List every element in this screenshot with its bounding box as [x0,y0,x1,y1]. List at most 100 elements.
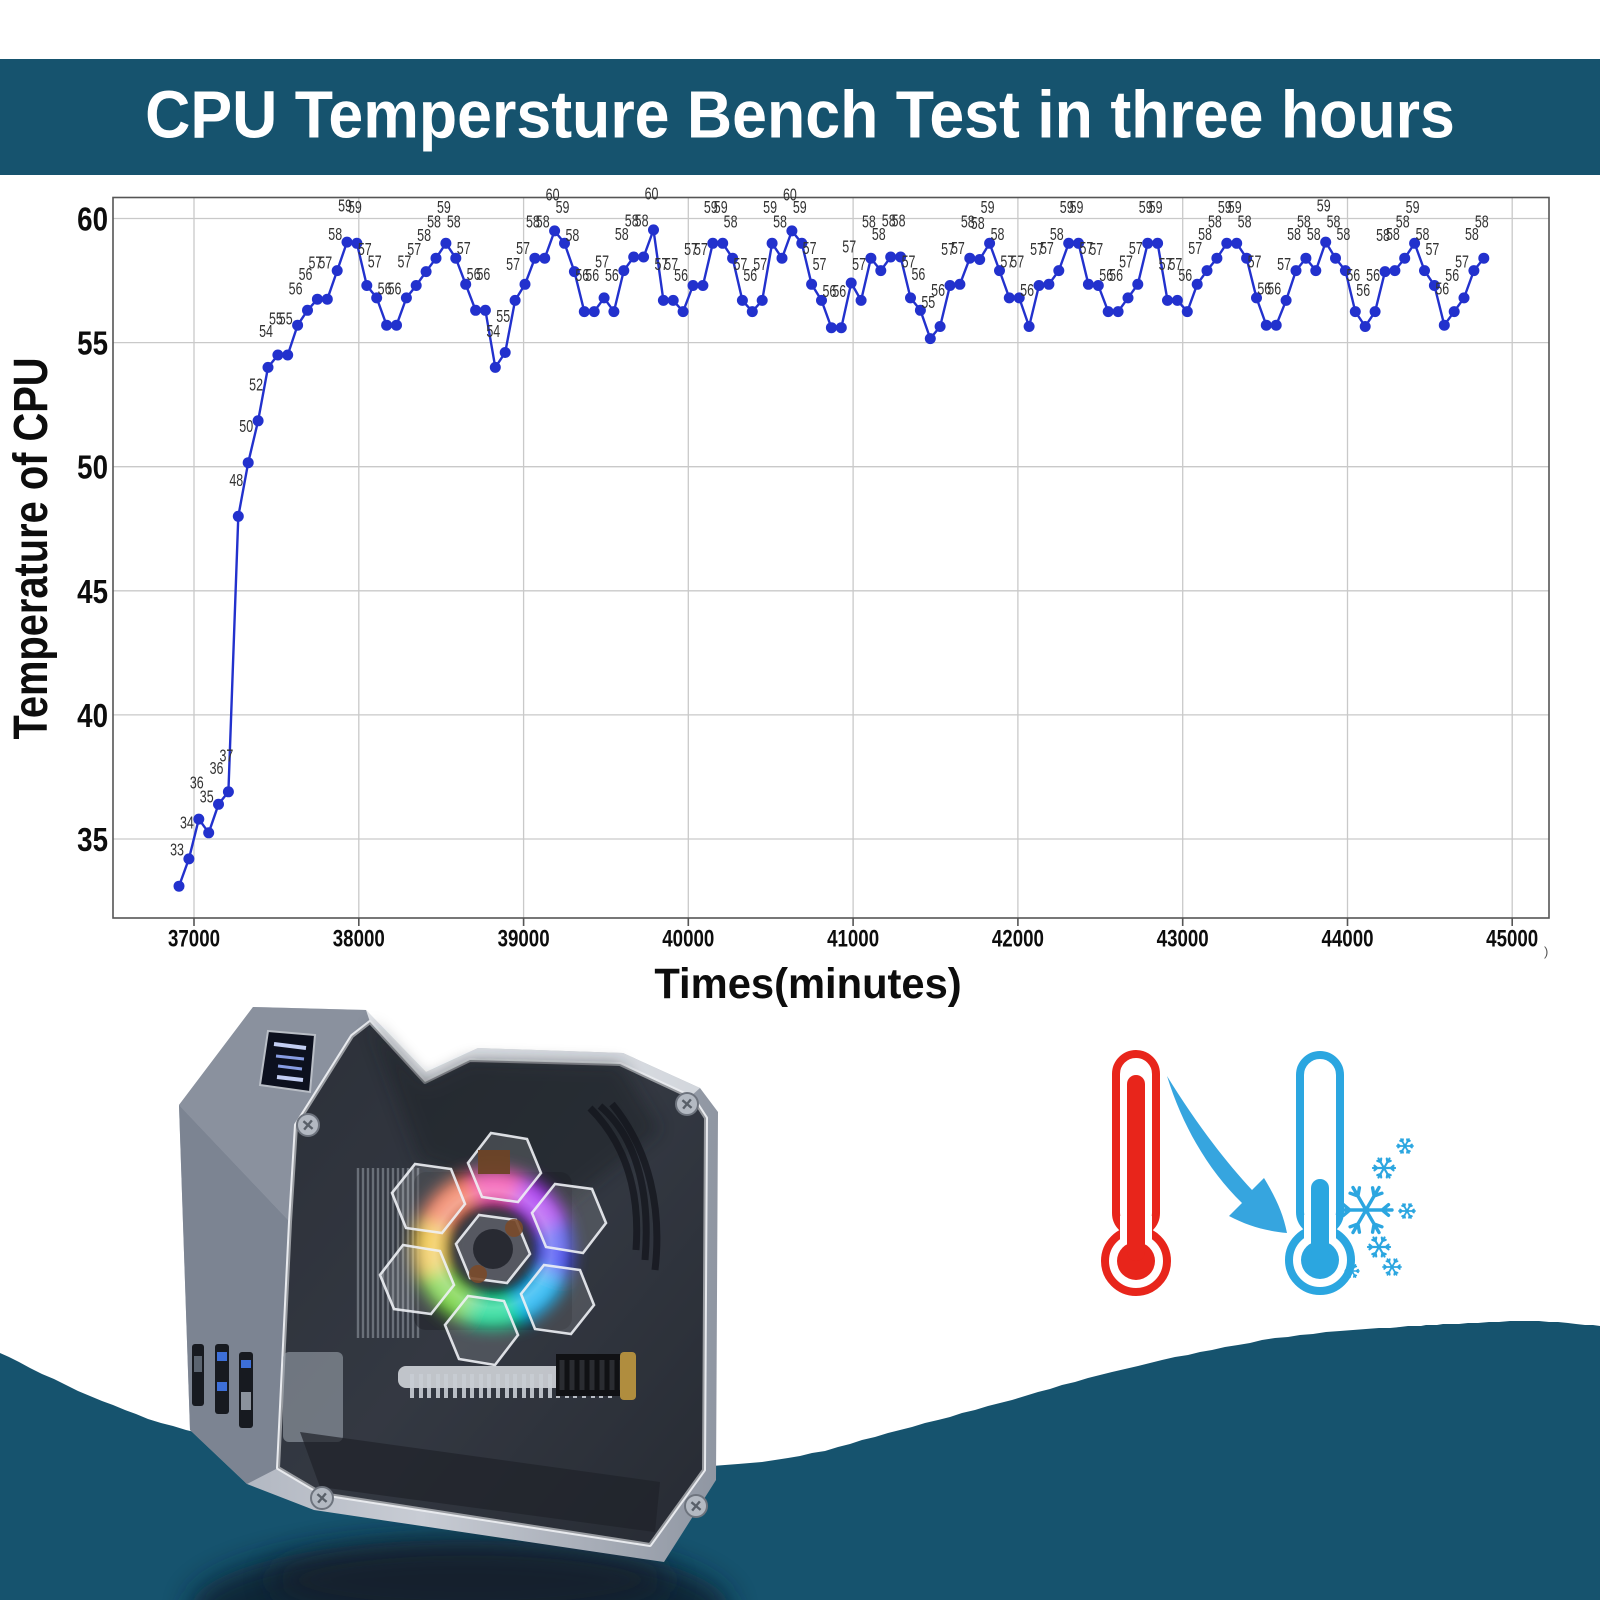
svg-text:58: 58 [971,214,985,234]
svg-text:60: 60 [783,185,797,205]
svg-text:58: 58 [892,212,906,232]
svg-text:54: 54 [259,322,273,342]
svg-text:41000: 41000 [827,925,879,952]
svg-text:56: 56 [911,265,925,285]
svg-text:59: 59 [1406,198,1420,218]
svg-text:59: 59 [1139,198,1153,218]
svg-text:56: 56 [832,282,846,302]
svg-text:56: 56 [1020,281,1034,301]
svg-text:38000: 38000 [333,925,385,952]
svg-text:54: 54 [486,322,500,342]
svg-text:50: 50 [239,417,253,437]
svg-text:57: 57 [318,254,332,274]
svg-text:56: 56 [822,282,836,302]
svg-text:58: 58 [1376,226,1390,246]
svg-text:60: 60 [77,201,108,238]
svg-text:57: 57 [684,240,698,260]
svg-text:55: 55 [496,307,510,327]
svg-text:56: 56 [476,265,490,285]
svg-text:59: 59 [1070,198,1084,218]
svg-text:58: 58 [1307,225,1321,245]
svg-text:45: 45 [77,574,108,611]
svg-text:57: 57 [1188,239,1202,259]
svg-text:58: 58 [1475,213,1489,233]
svg-text:Times(minutes): Times(minutes) [654,959,961,1007]
svg-text:36: 36 [190,774,204,794]
svg-text:59: 59 [793,198,807,218]
svg-text:58: 58 [565,226,579,246]
svg-text:56: 56 [1346,266,1360,286]
svg-text:59: 59 [1317,197,1331,217]
svg-text:56: 56 [585,266,599,286]
svg-text:59: 59 [338,197,352,217]
svg-text:36: 36 [210,759,224,779]
svg-text:57: 57 [902,252,916,272]
svg-text:59: 59 [763,198,777,218]
svg-text:56: 56 [1099,266,1113,286]
svg-text:58: 58 [773,213,787,233]
svg-text:CPU Tempersture Bench Test in: CPU Tempersture Bench Test in three hour… [145,77,1455,152]
svg-text:37: 37 [219,746,233,766]
svg-text:56: 56 [743,266,757,286]
svg-text:57: 57 [1000,252,1014,272]
svg-text:57: 57 [1129,239,1143,259]
svg-text:40000: 40000 [662,925,714,952]
svg-text:57: 57 [506,255,520,275]
svg-text:58: 58 [526,213,540,233]
svg-text:59: 59 [1060,198,1074,218]
svg-text:58: 58 [1327,213,1341,233]
svg-text:57: 57 [457,239,471,259]
svg-text:52: 52 [249,375,263,395]
svg-text:55: 55 [269,310,283,330]
svg-text:58: 58 [635,212,649,232]
svg-text:57: 57 [753,255,767,275]
svg-text:57: 57 [842,238,856,258]
svg-text:58: 58 [536,213,550,233]
svg-text:58: 58 [1297,213,1311,233]
svg-text:): ) [1544,944,1548,959]
svg-text:35: 35 [200,787,214,807]
svg-text:58: 58 [1336,225,1350,245]
svg-text:Temperature of CPU: Temperature of CPU [5,357,58,739]
svg-text:57: 57 [941,240,955,260]
svg-text:59: 59 [1218,198,1232,218]
svg-text:57: 57 [1425,240,1439,260]
svg-text:50: 50 [77,449,108,486]
svg-text:58: 58 [625,212,639,232]
svg-text:56: 56 [931,281,945,301]
svg-text:58: 58 [1208,213,1222,233]
svg-text:58: 58 [328,225,342,245]
svg-text:58: 58 [882,212,896,232]
svg-text:57: 57 [368,252,382,272]
svg-text:58: 58 [991,225,1005,245]
svg-text:45000: 45000 [1486,925,1538,952]
svg-text:58: 58 [417,226,431,246]
svg-text:59: 59 [1149,198,1163,218]
svg-text:33: 33 [170,841,184,861]
svg-text:59: 59 [556,198,570,218]
svg-text:57: 57 [1030,240,1044,260]
svg-text:58: 58 [427,213,441,233]
svg-text:56: 56 [388,280,402,300]
svg-text:39000: 39000 [498,925,550,952]
svg-text:56: 56 [299,265,313,285]
svg-text:56: 56 [674,266,688,286]
svg-text:59: 59 [437,198,451,218]
svg-text:58: 58 [1396,213,1410,233]
svg-text:56: 56 [1366,266,1380,286]
svg-text:35: 35 [77,822,108,859]
svg-text:56: 56 [1445,266,1459,286]
svg-text:58: 58 [862,213,876,233]
svg-text:58: 58 [615,225,629,245]
svg-text:56: 56 [378,280,392,300]
svg-text:57: 57 [1040,239,1054,259]
svg-text:57: 57 [654,255,668,275]
svg-text:57: 57 [397,252,411,272]
svg-text:56: 56 [1178,266,1192,286]
svg-text:59: 59 [348,198,362,218]
svg-text:57: 57 [1089,240,1103,260]
svg-text:57: 57 [803,239,817,259]
svg-text:56: 56 [605,266,619,286]
svg-text:58: 58 [1416,225,1430,245]
svg-text:58: 58 [1465,225,1479,245]
